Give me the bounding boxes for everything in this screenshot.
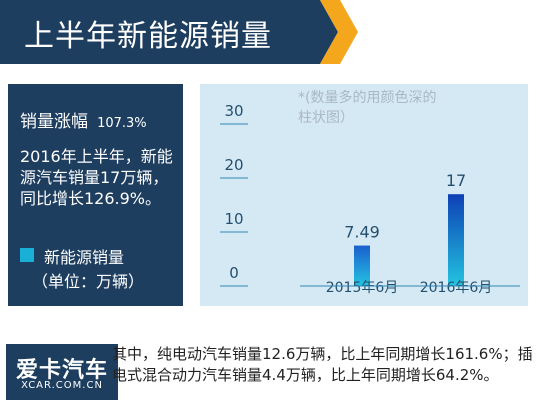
unit-label: （单位：万辆） bbox=[32, 272, 145, 291]
title-banner-shape bbox=[0, 0, 358, 64]
bars bbox=[354, 194, 464, 286]
growth-value: 107.3% bbox=[97, 116, 147, 131]
y-tick-label: 0 bbox=[229, 264, 239, 282]
growth-label: 销量涨幅 bbox=[20, 112, 88, 132]
growth-row: 销量涨幅 107.3% bbox=[20, 107, 147, 132]
x-tick-label: 2015年6月 bbox=[326, 280, 399, 296]
chart-note-continued: 柱状图） bbox=[298, 110, 354, 126]
title-banner: 上半年新能源销量 bbox=[0, 0, 550, 64]
brand-logo: 爱卡汽车 XCAR.COM.CN bbox=[6, 344, 118, 400]
y-tick-label: 10 bbox=[224, 210, 243, 228]
y-tick-label: 30 bbox=[224, 102, 243, 120]
x-axis: 2015年6月 2016年6月 bbox=[300, 280, 520, 296]
bar bbox=[448, 194, 464, 286]
page-title: 上半年新能源销量 bbox=[24, 19, 272, 54]
data-label: 7.49 bbox=[344, 223, 380, 242]
data-labels: 7.49 17 bbox=[344, 171, 466, 241]
logo-text: 爱卡汽车 bbox=[15, 358, 108, 383]
y-axis: 0 10 20 30 bbox=[220, 102, 248, 287]
footnote: 其中，纯电动汽车销量12.6万辆，比上年同期增长161.6%；插电式混合动力汽车… bbox=[112, 345, 533, 384]
x-tick-label: 2016年6月 bbox=[420, 280, 493, 296]
bar bbox=[354, 245, 370, 286]
logo-subtext: XCAR.COM.CN bbox=[21, 380, 103, 391]
legend-swatch bbox=[20, 248, 34, 262]
footer: 爱卡汽车 XCAR.COM.CN 其中，纯电动汽车销量12.6万辆，比上年同期增… bbox=[0, 334, 550, 412]
y-tick-label: 20 bbox=[224, 156, 243, 174]
legend-label: 新能源销量 bbox=[44, 248, 125, 267]
summary-text: 2016年上半年，新能源汽车销量17万辆，同比增长126.9%。 bbox=[20, 147, 173, 208]
chart-panel: 0 10 20 30 7.49 17 2015年6月 2016年6月 *(数量多的用颜色深… bbox=[200, 84, 528, 306]
chart-note: *(数量多的用颜色深的 bbox=[298, 89, 436, 106]
data-label: 17 bbox=[446, 171, 466, 190]
summary-panel: 销量涨幅 107.3% 2016年上半年，新能源汽车销量17万辆，同比增长126… bbox=[8, 84, 183, 306]
bar-chart: 0 10 20 30 7.49 17 2015年6月 2016年6月 *(数量多的用颜色深… bbox=[220, 89, 520, 296]
